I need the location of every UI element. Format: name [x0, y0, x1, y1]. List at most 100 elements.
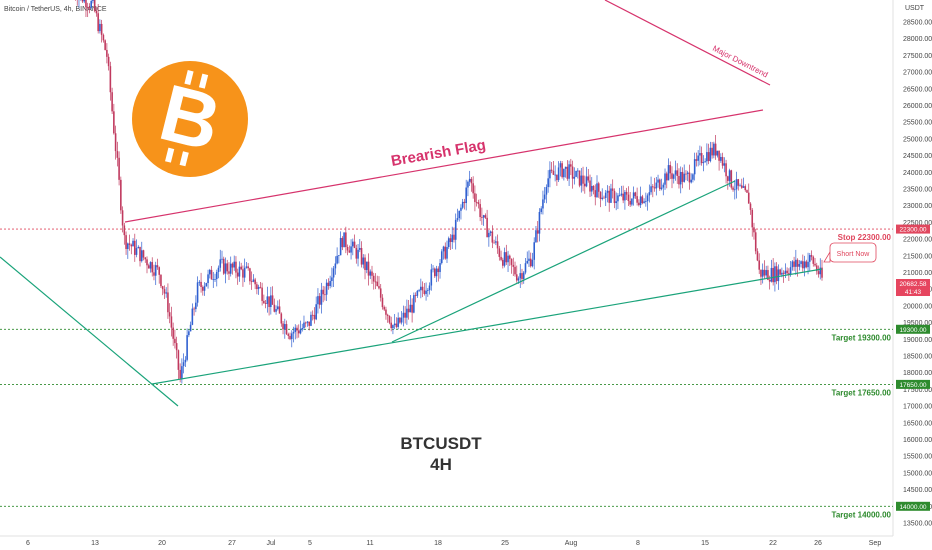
candle-body [491, 231, 494, 243]
candle-body [747, 192, 750, 204]
candle-body [371, 271, 373, 276]
candle-body [301, 328, 304, 330]
candle-body [186, 335, 188, 360]
price-axis[interactable]: 13500.0014000.0014500.0015000.0015500.00… [903, 20, 932, 528]
candle-body [376, 281, 379, 287]
price-tick-label: 28000.00 [903, 36, 932, 43]
price-tick-label: 17500.00 [903, 387, 932, 394]
candle-body [158, 267, 161, 275]
flag-lower-line[interactable] [151, 268, 823, 385]
candle-body [266, 296, 269, 304]
candle-body [540, 208, 542, 212]
candle-body [577, 170, 579, 172]
price-tick-label: 17000.00 [903, 404, 932, 411]
candle-body [273, 304, 276, 312]
candle-body [132, 240, 134, 247]
candle-body [639, 196, 642, 206]
candle-body [416, 290, 419, 296]
descending-support-line[interactable] [0, 256, 179, 407]
candle-body [624, 191, 626, 201]
candle-body [453, 234, 455, 240]
candle-body [488, 232, 490, 238]
candle-body [254, 279, 256, 285]
time-axis[interactable]: 6 13 20 27 Jul 5 11 18 25 Aug 8 15 22 26 Sep [26, 540, 881, 547]
candle-body [348, 250, 351, 253]
flag-upper-line[interactable] [124, 109, 764, 223]
candle-body [721, 156, 724, 166]
candle-body [786, 270, 788, 274]
candle-body [772, 267, 774, 283]
short-now-callout[interactable]: Short Now [823, 242, 877, 263]
candle-body [174, 338, 176, 344]
rising-support-line[interactable] [391, 180, 736, 343]
candle-body [775, 266, 778, 282]
candle-body [353, 241, 356, 249]
candle-body [514, 266, 516, 275]
candle-body [249, 268, 251, 282]
candle-body [814, 263, 816, 266]
candle-body [350, 246, 352, 253]
candle-body [433, 268, 436, 277]
candle-body [751, 209, 754, 228]
candle-body [214, 279, 216, 280]
candle-body [669, 165, 672, 174]
candle-body [774, 266, 776, 283]
candle-body [261, 287, 263, 301]
candle-body [393, 323, 396, 326]
candle-body [346, 247, 349, 251]
candle-body [343, 232, 345, 248]
price-tick-label: 19000.00 [903, 337, 932, 344]
candle-body [568, 164, 570, 179]
candle-body [695, 159, 698, 161]
candle-body [664, 173, 666, 185]
candle-body [556, 174, 558, 181]
candle-body [240, 266, 242, 270]
candle-body [282, 323, 284, 330]
pattern-label[interactable]: Brearish Flag [390, 137, 487, 170]
candle-body [90, 1, 92, 8]
target-2-price-tag-text: 17650.00 [899, 382, 926, 389]
major-downtrend-line[interactable] [604, 0, 771, 86]
candle-body [296, 327, 298, 331]
candle-body [763, 269, 766, 276]
candle-body [512, 264, 515, 267]
candle-body [81, 0, 84, 2]
candle-body [768, 279, 771, 282]
candle-body [86, 7, 89, 9]
time-tick-label: Sep [869, 540, 882, 547]
candle-body [202, 286, 204, 291]
candle-body [130, 244, 133, 247]
candle-body [165, 292, 167, 294]
downtrend-label[interactable]: Major Downtrend [711, 44, 769, 80]
candle-body [665, 173, 668, 181]
candle-body [465, 187, 467, 204]
candle-body [275, 309, 277, 312]
candle-body [549, 169, 551, 179]
target-2-price-tag [896, 379, 930, 389]
price-tick-label: 20000.00 [903, 303, 932, 310]
candle-body [674, 170, 677, 175]
time-tick-label: 25 [501, 540, 509, 547]
candle-body [427, 290, 429, 291]
candle-body [526, 260, 529, 264]
candle-body [472, 183, 474, 194]
candle-body [458, 210, 461, 219]
candle-body [311, 314, 314, 316]
candle-body [807, 261, 809, 268]
candle-body [449, 238, 452, 243]
candle-body [542, 199, 544, 209]
candle-body [336, 255, 338, 264]
candle-body [423, 290, 426, 294]
candle-body [224, 263, 227, 274]
candle-body [557, 167, 560, 181]
candle-body [264, 303, 267, 304]
candle-body [259, 286, 262, 288]
candle-body [238, 266, 241, 277]
candle-body [589, 180, 591, 192]
candle-body [603, 197, 605, 199]
candle-body [470, 178, 473, 184]
candle-body [324, 294, 326, 296]
candle-body [493, 242, 495, 244]
